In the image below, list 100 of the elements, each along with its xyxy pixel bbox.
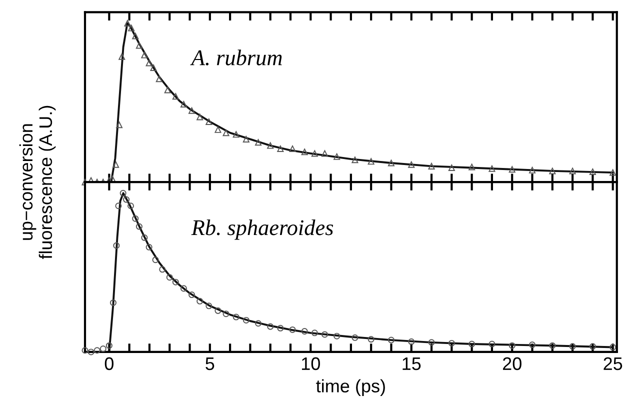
point [321, 331, 328, 338]
point [468, 340, 476, 348]
point [150, 64, 157, 71]
point [242, 136, 250, 142]
point [132, 32, 139, 40]
point [388, 336, 394, 344]
x-axis-title: time (ps) [316, 379, 385, 396]
point [136, 223, 142, 230]
point [301, 148, 308, 156]
point [146, 60, 152, 66]
point [222, 310, 230, 318]
point [610, 169, 616, 176]
point [180, 285, 187, 292]
point [589, 343, 596, 350]
point [569, 343, 576, 350]
point [172, 93, 179, 100]
point [321, 150, 328, 157]
point [508, 342, 516, 349]
x-tick-label: 0 [104, 357, 114, 370]
point [206, 302, 212, 310]
point [127, 202, 134, 210]
point [368, 158, 374, 165]
point [448, 340, 455, 346]
point [267, 142, 274, 149]
point [267, 323, 274, 330]
point [549, 342, 556, 349]
y-axis-title: up−conversion fluorescence (A.U.) [19, 106, 56, 260]
point [123, 196, 130, 203]
point [311, 330, 318, 336]
point [128, 24, 135, 32]
point [118, 53, 126, 60]
annotation: A. rubrum [190, 50, 282, 66]
annotation: Rb. sphaeroides [191, 220, 334, 240]
point [222, 130, 230, 136]
point [214, 126, 222, 133]
point [301, 328, 308, 335]
point [255, 320, 262, 327]
point [289, 145, 296, 152]
point [508, 166, 516, 173]
point [132, 215, 139, 222]
point [569, 168, 576, 174]
point [528, 166, 536, 174]
point [136, 42, 142, 49]
point [408, 161, 415, 168]
point [120, 190, 126, 196]
point [232, 314, 240, 320]
point [589, 168, 596, 175]
point [172, 278, 179, 286]
x-tick-label: 10 [302, 357, 320, 370]
point [113, 242, 120, 249]
point [94, 347, 100, 354]
point [488, 165, 496, 172]
point [141, 52, 148, 58]
point [311, 150, 318, 157]
point [448, 164, 455, 172]
point [428, 339, 435, 346]
point [388, 160, 394, 166]
point [334, 332, 340, 340]
point [124, 20, 131, 27]
point [106, 342, 112, 349]
point [100, 346, 106, 352]
point [159, 266, 166, 273]
x-tick-label: 5 [206, 357, 214, 370]
point [214, 307, 222, 314]
point [488, 340, 496, 348]
x-tick-label: 15 [402, 357, 421, 370]
point [368, 336, 374, 343]
point [549, 168, 556, 174]
x-tick-label: 25 [604, 357, 622, 370]
point [206, 118, 212, 125]
point [196, 298, 204, 304]
point [352, 334, 358, 341]
point [277, 145, 284, 152]
point [289, 326, 296, 333]
point [141, 234, 148, 241]
point [408, 338, 415, 345]
point [428, 162, 435, 170]
point [146, 244, 152, 250]
point [528, 342, 536, 348]
point [115, 202, 122, 210]
point [232, 131, 240, 138]
point [166, 274, 173, 281]
point [188, 107, 196, 114]
point [88, 348, 94, 356]
point [255, 139, 262, 146]
point [180, 100, 187, 108]
point [152, 256, 159, 264]
point [277, 324, 284, 332]
point [242, 316, 250, 324]
point [112, 161, 120, 168]
point [110, 299, 116, 306]
point [352, 156, 358, 164]
x-tick-label: 20 [502, 357, 522, 370]
point [116, 122, 123, 128]
point [196, 114, 204, 120]
point [334, 153, 340, 160]
point [156, 76, 162, 82]
point [468, 164, 476, 170]
point [82, 347, 88, 354]
point [164, 86, 171, 94]
